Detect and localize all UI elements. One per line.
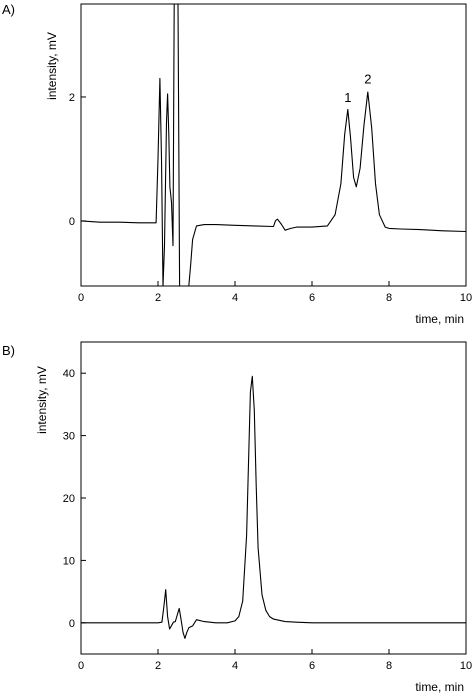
- panel-a: A) intensity, mV time, min 0 2 4 6 8 10 02 12: [2, 2, 472, 326]
- panel-b-y-ticks: 0 10 20 30 40: [63, 368, 86, 630]
- x-tick-label: 8: [386, 660, 392, 672]
- panel-b-label: B): [2, 343, 15, 358]
- x-tick-label: 2: [155, 292, 161, 304]
- x-tick-label: 10: [460, 292, 472, 304]
- panel-b-y-axis-title: intensity, mV: [35, 366, 49, 434]
- peak-label: 2: [364, 71, 371, 86]
- x-tick-label: 6: [309, 292, 315, 304]
- panel-b-x-axis-title: time, min: [415, 680, 464, 694]
- y-tick-label: 0: [69, 216, 75, 228]
- panel-a-plot-frame: [80, 3, 467, 287]
- peak-label: 1: [344, 90, 351, 105]
- y-tick-label: 10: [63, 555, 75, 567]
- panel-a-x-ticks: 0 2 4 6 8 10: [78, 281, 472, 304]
- panel-b: B) intensity, mV time, min 0 2 4 6 8 10 0 10 20…: [2, 341, 472, 694]
- panel-a-y-axis-title: intensity, mV: [45, 32, 59, 100]
- x-tick-label: 10: [460, 660, 472, 672]
- panel-b-x-ticks: 0 2 4 6 8 10: [78, 649, 472, 672]
- x-tick-label: 0: [78, 292, 84, 304]
- y-tick-label: 20: [63, 493, 75, 505]
- x-tick-label: 6: [309, 660, 315, 672]
- panel-b-plot-frame: [80, 341, 467, 655]
- panel-a-series-line: [81, 4, 466, 286]
- panel-b-series-line: [81, 375, 466, 639]
- x-tick-label: 0: [78, 660, 84, 672]
- x-tick-label: 4: [232, 660, 238, 672]
- y-tick-label: 40: [63, 368, 75, 380]
- panel-a-peak-labels: 12: [344, 71, 371, 105]
- y-tick-label: 30: [63, 431, 75, 443]
- x-tick-label: 4: [232, 292, 238, 304]
- panel-a-y-ticks: 02: [69, 92, 86, 228]
- panel-a-label: A): [2, 2, 15, 17]
- x-tick-label: 2: [155, 660, 161, 672]
- x-tick-label: 8: [386, 292, 392, 304]
- y-tick-label: 2: [69, 92, 75, 104]
- y-tick-label: 0: [69, 618, 75, 630]
- panel-a-x-axis-title: time, min: [415, 312, 464, 326]
